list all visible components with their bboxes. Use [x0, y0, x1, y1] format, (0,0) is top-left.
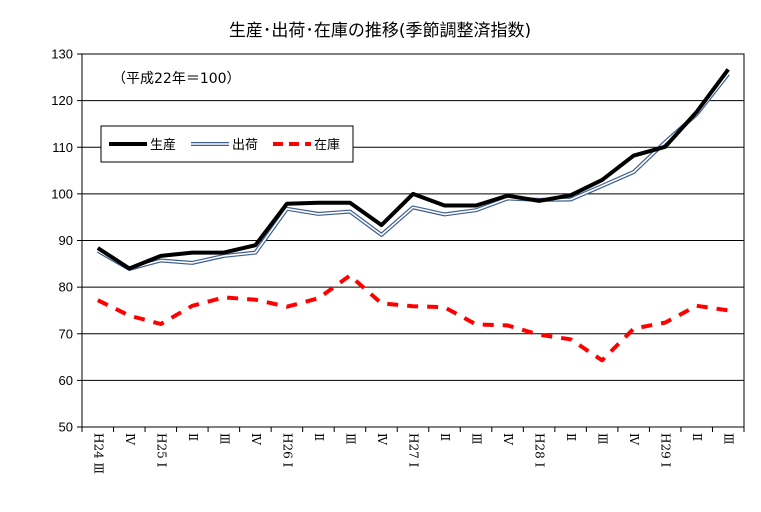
series-lines	[96, 68, 730, 363]
x-tick-label: Ⅱ	[312, 433, 326, 441]
x-tick-label: H26 Ⅰ	[280, 433, 294, 468]
x-tick-label: Ⅱ	[564, 433, 578, 441]
legend-label: 在庫	[314, 138, 340, 153]
y-axis: 50 60 70 80 90 100 110 120 130	[51, 47, 82, 435]
x-tick-label: Ⅱ	[690, 433, 704, 441]
x-tick-label: H25 Ⅰ	[154, 433, 168, 468]
x-tick-label: Ⅲ	[596, 433, 610, 445]
y-tick-label: 60	[59, 373, 73, 388]
y-tick-label: 80	[59, 280, 73, 295]
x-tick-label: Ⅲ	[343, 433, 357, 445]
legend-label: 出荷	[232, 138, 258, 153]
y-tick-label: 130	[51, 47, 73, 62]
legend: 生産 出荷 在庫	[100, 125, 354, 163]
x-tick-label: Ⅱ	[186, 433, 200, 441]
x-tick-label: H29 Ⅰ	[659, 433, 673, 468]
series-line	[96, 68, 730, 271]
x-tick-label: Ⅲ	[470, 433, 484, 445]
y-tick-label: 100	[51, 186, 73, 201]
base-year-note: （平成22年＝100）	[112, 71, 241, 87]
x-tick-label: Ⅱ	[438, 433, 452, 441]
x-tick-label: Ⅳ	[123, 433, 137, 446]
x-tick-label: Ⅲ	[722, 433, 736, 445]
x-tick-label: Ⅳ	[249, 433, 263, 446]
x-tick-label: H24 Ⅲ	[91, 433, 105, 474]
y-tick-label: 120	[51, 93, 73, 108]
y-tick-label: 90	[59, 233, 73, 248]
legend-label: 生産	[150, 137, 176, 153]
series-1	[96, 72, 730, 271]
x-tick-label: Ⅳ	[501, 433, 515, 446]
x-tick-label: H28 Ⅰ	[533, 433, 547, 468]
chart-title: 生産･出荷･在庫の推移(季節調整済指数)	[229, 21, 531, 41]
legend-item: 生産	[109, 137, 176, 153]
y-tick-label: 70	[59, 326, 73, 341]
y-tick-label: 50	[59, 420, 73, 435]
y-tick-label: 110	[52, 140, 73, 155]
series-line	[96, 273, 729, 363]
series-0	[96, 68, 730, 271]
x-axis: H24 Ⅲ Ⅳ H25 Ⅰ Ⅱ Ⅲ Ⅳ H26 Ⅰ Ⅱ Ⅲ Ⅳ H27 Ⅰ Ⅱ Ⅲ Ⅳ H28 Ⅰ Ⅱ Ⅲ Ⅳ H2…	[81, 427, 745, 474]
series-2	[96, 273, 729, 363]
legend-item: 在庫	[273, 138, 340, 153]
x-tick-label: Ⅳ	[627, 433, 641, 446]
series-line-inner	[97, 73, 729, 270]
x-tick-label: Ⅳ	[375, 433, 389, 446]
x-tick-label: Ⅲ	[217, 433, 231, 445]
x-tick-label: H27 Ⅰ	[407, 433, 421, 468]
legend-item: 出荷	[191, 138, 258, 153]
